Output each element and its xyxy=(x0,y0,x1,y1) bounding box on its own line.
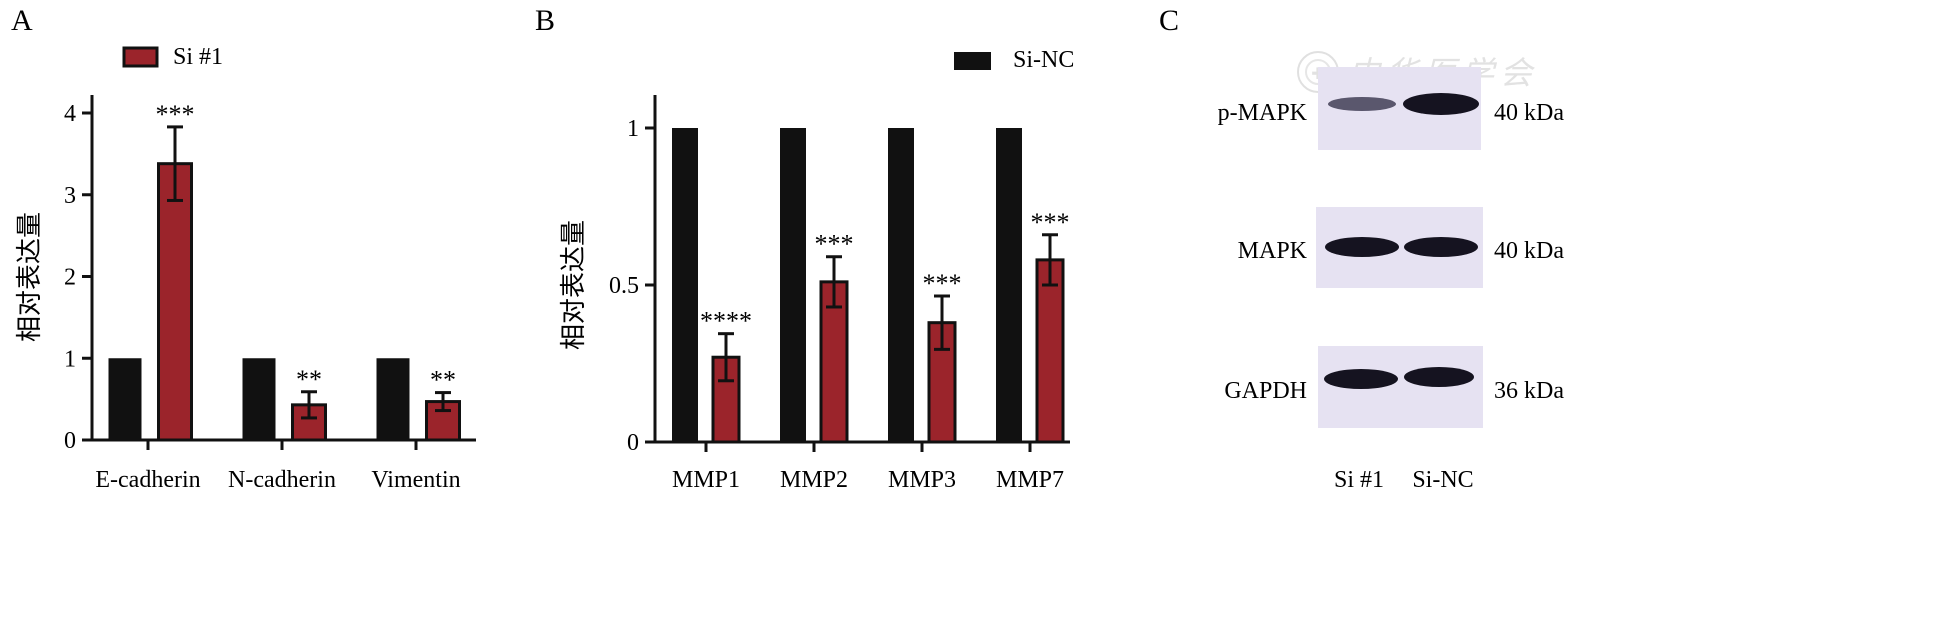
panel-b-bar-si1 xyxy=(1035,258,1065,444)
panel-b-significance: *** xyxy=(923,269,962,298)
panel-a-y-tick-label: 1 xyxy=(64,346,76,372)
row-size-p-mapk: 40 kDa xyxy=(1494,100,1564,126)
panel-c-letter: C xyxy=(1159,4,1179,37)
panel-b-bar-si-nc xyxy=(672,128,698,442)
panel-b-significance: **** xyxy=(700,307,752,336)
panel-a-plot: 0 1 2 3 4 E-cadherin *** N-cadherin ** Vimentin ** xyxy=(64,95,476,493)
lane-label-si1: Si #1 xyxy=(1334,467,1384,493)
panel-b-y-tick-label: 0.5 xyxy=(609,273,639,299)
panel-a-category-label: Vimentin xyxy=(371,467,460,493)
band-gapdh-sinc xyxy=(1404,367,1474,387)
panel-b-y-tick-label: 1 xyxy=(627,116,639,142)
panel-b-category-label: MMP3 xyxy=(888,467,956,493)
panel-a-y-tick-label: 2 xyxy=(64,265,76,291)
panel-a-significance: *** xyxy=(156,100,195,129)
panel-a-legend-swatch xyxy=(122,46,159,68)
band-p-mapk-si1 xyxy=(1328,97,1396,111)
row-size-mapk: 40 kDa xyxy=(1494,238,1564,264)
panel-b-category-label: MMP1 xyxy=(672,467,740,493)
lane-label-sinc: Si-NC xyxy=(1412,467,1473,493)
panel-b-y-axis-label: 相对表达量 xyxy=(559,220,589,350)
panel-a-y-axis-label: 相对表达量 xyxy=(15,212,45,342)
row-size-gapdh: 36 kDa xyxy=(1494,378,1564,404)
band-gapdh-si1 xyxy=(1324,369,1398,389)
row-label-mapk: MAPK xyxy=(1238,238,1308,264)
panel-a-bar-si1 xyxy=(157,162,193,442)
panel-a-bar-si-nc xyxy=(108,358,142,440)
panel-b-category-label: MMP2 xyxy=(780,467,848,493)
panel-b-bar-si-nc xyxy=(780,128,806,442)
panel-b-plot: 0 0.5 1 MMP1 **** MMP2 *** MMP3 *** MMP7 *** xyxy=(609,95,1070,493)
panel-a-significance: ** xyxy=(296,365,322,394)
band-p-mapk-sinc xyxy=(1403,93,1479,115)
panel-a-category-label: E-cadherin xyxy=(95,467,200,493)
panel-b-category-label: MMP7 xyxy=(996,467,1064,493)
panel-b-legend-swatch xyxy=(954,52,991,70)
band-mapk-sinc xyxy=(1404,237,1478,257)
panel-b-legend-label: Si-NC xyxy=(1013,47,1074,73)
panel-a-legend-label: Si #1 xyxy=(173,44,223,70)
panel-a-y-tick-label: 3 xyxy=(64,183,76,209)
panel-b-y-tick-label: 0 xyxy=(627,430,639,456)
panel-a-category-label: N-cadherin xyxy=(228,467,336,493)
panel-a-significance: ** xyxy=(430,366,456,395)
panel-a-letter: A xyxy=(11,4,33,37)
row-label-gapdh: GAPDH xyxy=(1224,378,1307,404)
band-mapk-si1 xyxy=(1325,237,1399,257)
panel-b-significance: *** xyxy=(815,230,854,259)
panel-b-bar-si-nc xyxy=(888,128,914,442)
panel-b-significance: *** xyxy=(1031,208,1070,237)
row-label-p-mapk: p-MAPK xyxy=(1218,100,1308,126)
panel-b-letter: B xyxy=(535,4,555,37)
panel-b-bar-si-nc xyxy=(996,128,1022,442)
panel-a-bar-si-nc xyxy=(242,358,276,440)
panel-a-y-tick-label: 0 xyxy=(64,428,76,454)
panel-a-bar-si-nc xyxy=(376,358,410,440)
panel-a-y-tick-label: 4 xyxy=(64,101,76,127)
